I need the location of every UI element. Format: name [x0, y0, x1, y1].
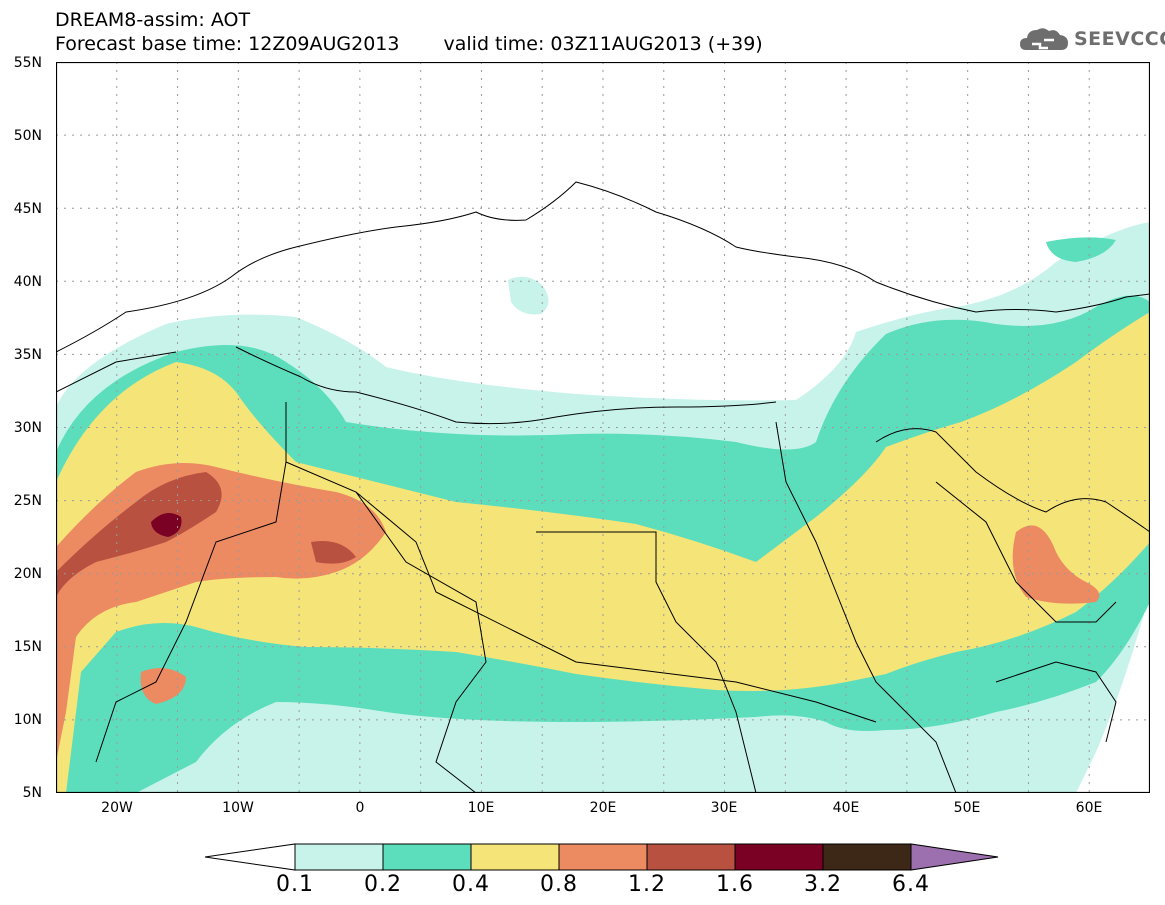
aot-band-0.2-caspian [1046, 237, 1116, 262]
colorbar-bin [470, 843, 560, 871]
graticule [56, 62, 1150, 793]
lon-label: 20W [101, 800, 133, 816]
colorbar-bin [294, 843, 384, 871]
lat-label: 35N [13, 347, 42, 363]
lon-label: 10W [222, 800, 254, 816]
colorbar-tick: 0.4 [452, 872, 490, 897]
colorbar-tick: 1.2 [628, 872, 666, 897]
lat-label: 5N [22, 785, 42, 801]
lon-label: 40E [832, 800, 860, 816]
colorbar-tick: 0.1 [276, 872, 314, 897]
aot-spot-mali [311, 541, 356, 564]
colorbar-tick: 6.4 [892, 872, 930, 897]
lat-label: 15N [13, 639, 42, 655]
colorbar-bin [734, 843, 824, 871]
aot-field-contours [56, 222, 1150, 793]
coastlines-borders [56, 181, 1150, 793]
aot-band-1.6 [151, 513, 182, 537]
lat-label: 55N [13, 55, 42, 71]
logo-text: SEEVCCC [1074, 28, 1165, 50]
seevccc-logo: SEEVCCC [1018, 24, 1165, 54]
lat-label: 30N [13, 420, 42, 436]
lon-label: 20E [589, 800, 617, 816]
aot-spot-guinea [140, 668, 186, 704]
lat-label: 50N [13, 128, 42, 144]
colorbar-arrow-high [910, 843, 999, 871]
colorbar-arrow-low [205, 843, 296, 871]
lat-label: 40N [13, 274, 42, 290]
map-title: DREAM8-assim: AOT [55, 9, 251, 31]
lon-label: 60E [1075, 800, 1103, 816]
colorbar-tick: 0.2 [364, 872, 402, 897]
colorbar-tick: 0.8 [540, 872, 578, 897]
lon-label: 10E [467, 800, 495, 816]
lon-label: 30E [710, 800, 738, 816]
aot-band-0.4 [56, 312, 1150, 793]
aot-colorbar [205, 843, 999, 871]
lat-label: 10N [13, 712, 42, 728]
aot-map [56, 62, 1150, 793]
aot-band-1.2 [56, 472, 222, 597]
map-subtitle: Forecast base time: 12Z09AUG2013 valid ti… [55, 34, 763, 55]
colorbar-tick: 3.2 [804, 872, 842, 897]
lat-label: 25N [13, 493, 42, 509]
colorbar-bin [646, 843, 736, 871]
lon-label: 0 [355, 800, 365, 816]
lat-label: 45N [13, 201, 42, 217]
valid-time: valid time: 03Z11AUG2013 (+39) [443, 33, 763, 55]
cloud-icon [1020, 28, 1068, 50]
colorbar-bin [558, 843, 648, 871]
lat-label: 20N [13, 566, 42, 582]
lon-label: 50E [953, 800, 981, 816]
colorbar-tick: 1.6 [716, 872, 754, 897]
aot-spot-sicily [508, 276, 549, 315]
colorbar-bin [382, 843, 472, 871]
aot-spot-east [1012, 525, 1100, 604]
forecast-base-time: Forecast base time: 12Z09AUG2013 [55, 33, 400, 55]
colorbar-bin [822, 843, 912, 871]
